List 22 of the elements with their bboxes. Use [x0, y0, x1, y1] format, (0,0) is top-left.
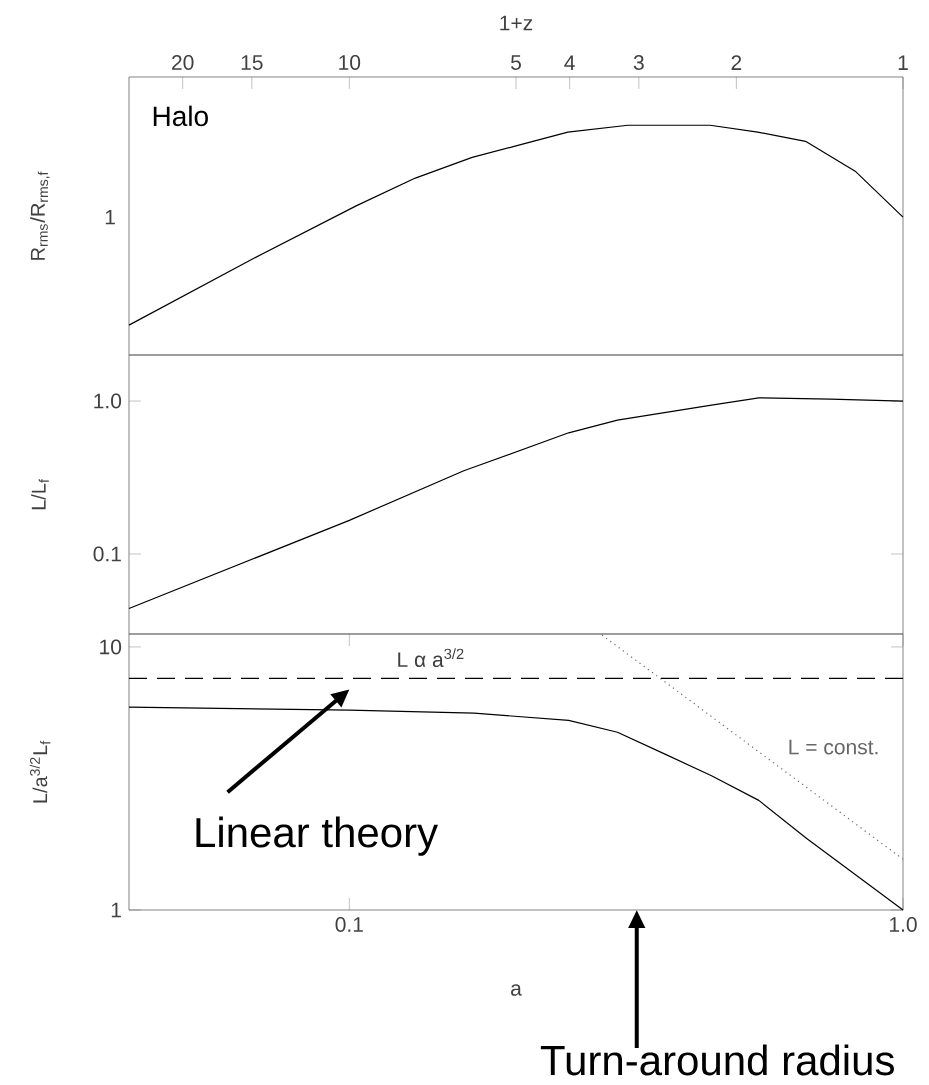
x-axis-title: a — [511, 984, 522, 996]
x-tick-label: 15 — [241, 55, 263, 70]
x-tick-label: 5 — [511, 55, 521, 70]
text: Turn-around radius — [540, 1044, 894, 1076]
x-axis-title: 1+z — [500, 15, 533, 31]
annotation: Halo — [153, 105, 208, 127]
y-tick-label: 1 — [111, 902, 121, 918]
y-tick-label: 10 — [100, 639, 122, 655]
y-tick-label: 1.0 — [94, 393, 122, 409]
y-axis-title: L/L$_{f}$ — [31, 479, 49, 510]
x-tick-label: 1 — [898, 55, 908, 70]
x-tick-label: 2 — [731, 55, 742, 70]
y-axis-title: R$_{rms}$/R$_{rms,f}$ — [30, 171, 50, 260]
y-axis-title: L/a$^{3/2}$L$_{f}$ — [29, 740, 51, 803]
series-label: L = const. — [789, 739, 878, 755]
x-tick-label: 10 — [339, 55, 361, 70]
annotation: Linear theory — [196, 816, 439, 856]
ref-line-label: L α a$^{3/2}$ — [398, 648, 464, 668]
x-tick-label: 4 — [564, 55, 575, 70]
x-tick-label: 3 — [633, 55, 644, 70]
x-tick-label: 20 — [172, 55, 194, 70]
y-tick-label: 0.1 — [93, 546, 121, 562]
